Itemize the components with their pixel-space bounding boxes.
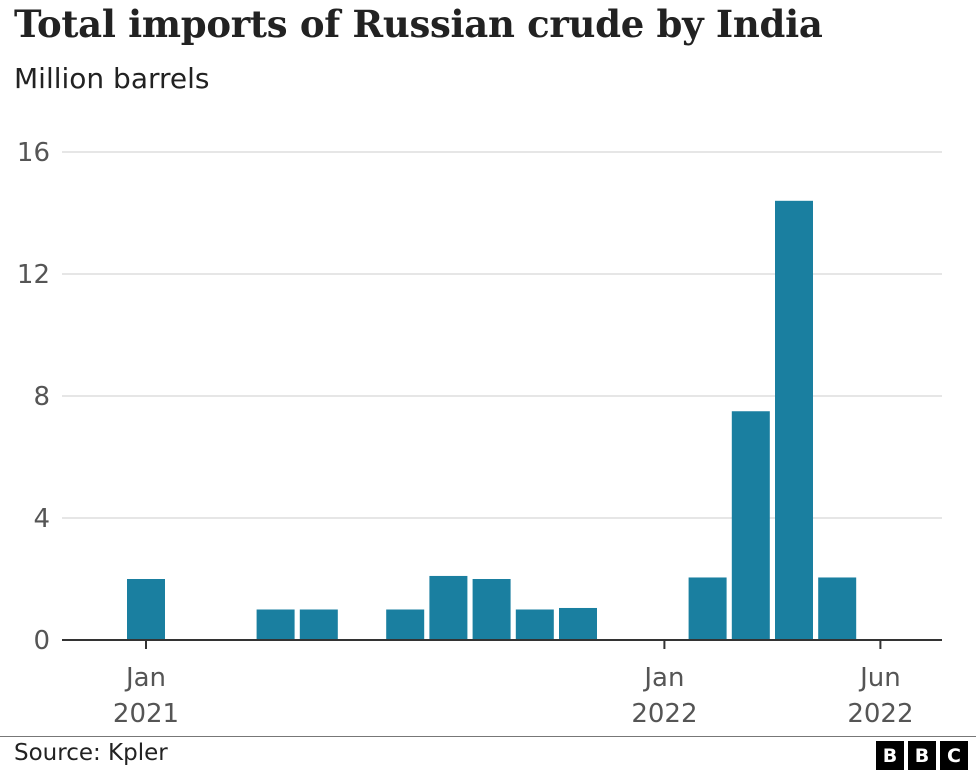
logo-letter: B [876,741,904,770]
bar [775,200,813,641]
bar [386,609,425,640]
bar [472,579,511,640]
x-tick-year: 2021 [113,699,179,729]
bar [731,411,770,640]
bar [299,609,338,640]
logo-letter: C [940,741,968,770]
x-tick-year: 2022 [847,699,913,729]
bar [515,609,554,640]
y-axis-ticks: 0 4 8 12 16 [17,138,50,656]
source-note: Source: Kpler [14,740,168,766]
bbc-logo: B B C [876,741,968,770]
bar [559,607,597,640]
x-axis-ticks: Jan 2021 Jan 2022 Jun 2022 [113,640,913,729]
x-tick-month: Jun [858,663,901,693]
logo-letter: B [908,741,936,770]
chart-subtitle: Million barrels [14,62,210,95]
bar [127,579,165,640]
x-tick-month: Jan [124,663,166,693]
y-tick-label: 8 [33,382,50,412]
y-tick-label: 0 [33,626,50,656]
footer-divider [0,736,976,737]
bar [688,577,727,640]
bar [818,577,857,640]
x-tick-month: Jan [642,663,684,693]
chart-title: Total imports of Russian crude by India [14,2,823,46]
y-tick-label: 12 [17,260,50,290]
bar [429,575,468,640]
bar [256,609,295,640]
y-tick-label: 16 [17,138,50,168]
bar-chart: 0 4 8 12 16 Jan 2021 Jan 2022 Jun 2022 [17,138,942,729]
bars [127,200,857,641]
x-tick-year: 2022 [631,699,697,729]
y-tick-label: 4 [33,504,50,534]
